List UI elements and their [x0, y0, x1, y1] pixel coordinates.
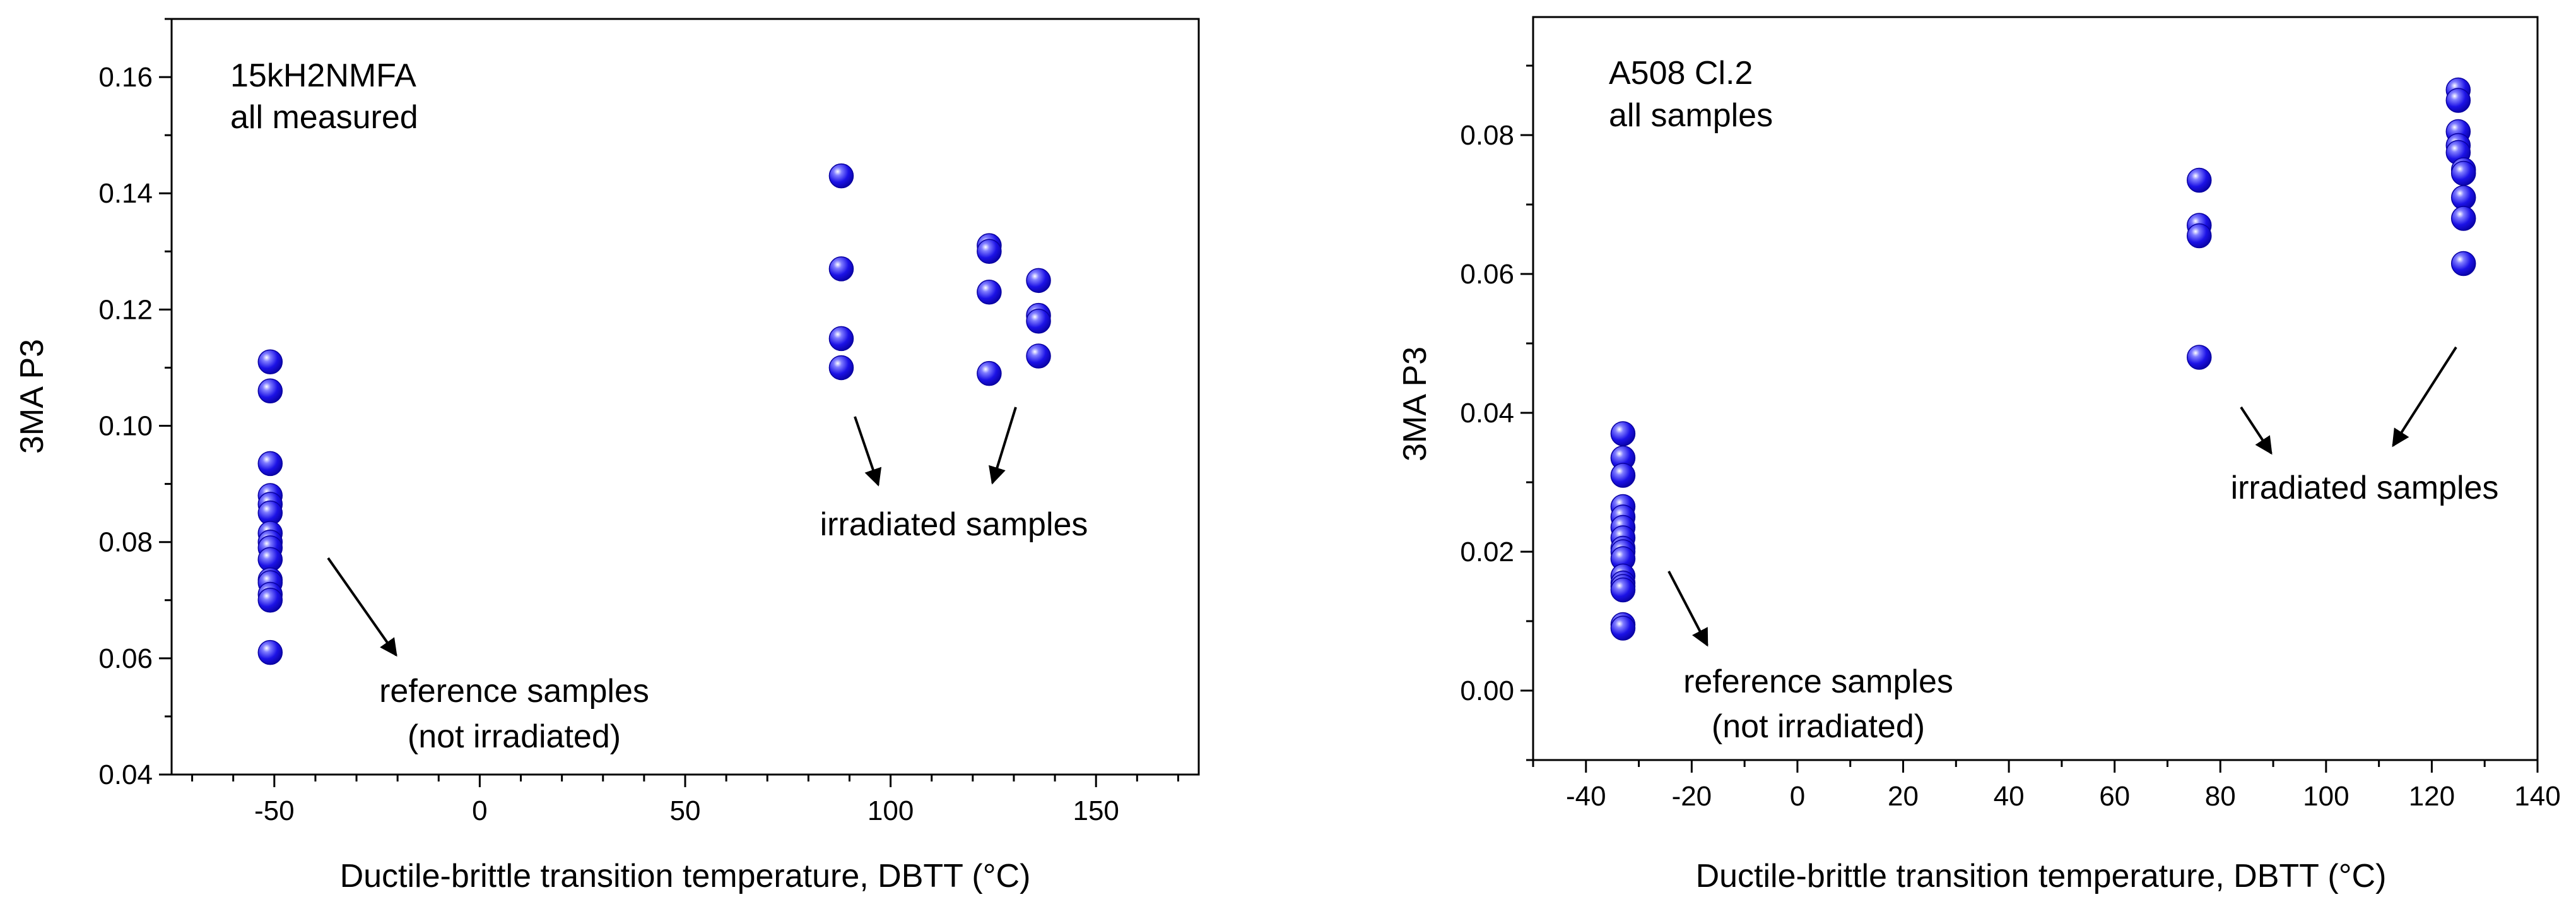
reference-label-line2: (not irradiated) [1712, 708, 1925, 745]
x-tick-label: 40 [1994, 781, 2025, 812]
data-point [2186, 167, 2212, 193]
chart-right: A508 Cl.2 all samples irradiated samples… [1397, 16, 2561, 894]
material-label-line1: A508 Cl.2 [1609, 55, 1753, 92]
y-tick-label: 0.06 [98, 643, 153, 674]
data-point [977, 360, 1002, 386]
data-point [257, 378, 283, 404]
y-tick-label: 0.08 [1460, 120, 1514, 151]
data-point [1026, 309, 1051, 334]
x-tick-label: 20 [1888, 781, 1919, 812]
arrow-irradiated-2 [989, 407, 1017, 485]
data-point [828, 355, 854, 381]
x-tick-label: 140 [2514, 781, 2560, 812]
data-point [257, 588, 283, 613]
axes: -40 -20 0 20 40 60 80 100 120 140 0.00 0.02 0.04 0.06… [1460, 64, 2561, 812]
data-point [257, 639, 283, 665]
y-tick-label: 0.04 [1460, 398, 1514, 429]
material-label: A508 Cl.2 all samples [1609, 55, 1773, 134]
x-axis-title: Ductile-brittle transition temperature, … [1696, 858, 2387, 894]
series-reference [257, 349, 283, 665]
y-tick-label: 0.14 [98, 178, 153, 209]
x-tick-label: -50 [254, 795, 295, 826]
irradiated-label: irradiated samples [820, 506, 1088, 543]
y-tick-label: 0.00 [1460, 675, 1514, 706]
arrow-irradiated-1 [2240, 406, 2273, 455]
data-point [1026, 343, 1051, 369]
y-axis-title: 3MA P3 [14, 339, 50, 454]
arrow-reference [327, 557, 397, 657]
x-tick-label: 150 [1073, 795, 1119, 826]
data-point [1610, 463, 1636, 488]
y-tick-label: 0.10 [98, 411, 153, 442]
data-point [2445, 88, 2471, 113]
chart-left: 15kH2NMFA all measured irradiated sample… [14, 18, 1200, 894]
data-point [2186, 223, 2212, 249]
y-axis-title: 3MA P3 [1397, 347, 1433, 461]
data-point [828, 163, 854, 189]
x-tick-label: 100 [2303, 781, 2349, 812]
data-point [1610, 615, 1636, 641]
material-label-line2: all measured [230, 99, 418, 136]
series-irradiated [828, 163, 1051, 386]
data-point [828, 256, 854, 282]
data-point [1026, 268, 1051, 294]
x-tick-label: 50 [670, 795, 701, 826]
x-tick-label: 0 [1790, 781, 1805, 812]
x-tick-label: -40 [1566, 781, 1606, 812]
y-tick-label: 0.08 [98, 527, 153, 558]
x-tick-label: -20 [1672, 781, 1712, 812]
series-irradiated [2186, 77, 2476, 370]
arrow-irradiated-1 [854, 416, 882, 487]
data-point [977, 280, 1002, 305]
data-point [2450, 206, 2476, 231]
material-label-line2: all samples [1609, 97, 1773, 134]
series-reference [1610, 421, 1636, 641]
data-point [2186, 345, 2212, 370]
x-axis-title: Ductile-brittle transition temperature, … [340, 858, 1031, 894]
irradiated-label: irradiated samples [2231, 470, 2499, 506]
y-tick-label: 0.16 [98, 62, 153, 93]
data-point [2450, 160, 2476, 186]
data-point [2450, 251, 2476, 276]
x-tick-label: 80 [2205, 781, 2236, 812]
data-point [828, 326, 854, 352]
reference-label-line1: reference samples [379, 673, 649, 710]
data-point [1610, 421, 1636, 446]
y-tick-label: 0.06 [1460, 259, 1514, 290]
y-tick-label: 0.02 [1460, 537, 1514, 567]
reference-label-line2: (not irradiated) [408, 718, 621, 755]
reference-label-line1: reference samples [1683, 663, 1953, 700]
axes: -50 0 50 100 150 0.04 0.06 0.08 0.10 0.12 0.14 0.16 [98, 18, 1179, 826]
plot-frame [1532, 16, 2539, 761]
data-point [257, 451, 283, 477]
arrow-reference [1667, 571, 1709, 647]
data-point [257, 349, 283, 375]
y-tick-label: 0.04 [98, 759, 153, 790]
material-label-line1: 15kH2NMFA [230, 57, 416, 94]
data-point [977, 239, 1002, 264]
x-tick-label: 60 [2099, 781, 2130, 812]
material-label: 15kH2NMFA all measured [230, 57, 418, 136]
y-tick-label: 0.12 [98, 294, 153, 325]
data-point [1610, 577, 1636, 603]
x-tick-label: 100 [867, 795, 914, 826]
arrow-irradiated-2 [2392, 346, 2457, 448]
x-tick-label: 120 [2409, 781, 2455, 812]
x-tick-label: 0 [472, 795, 487, 826]
